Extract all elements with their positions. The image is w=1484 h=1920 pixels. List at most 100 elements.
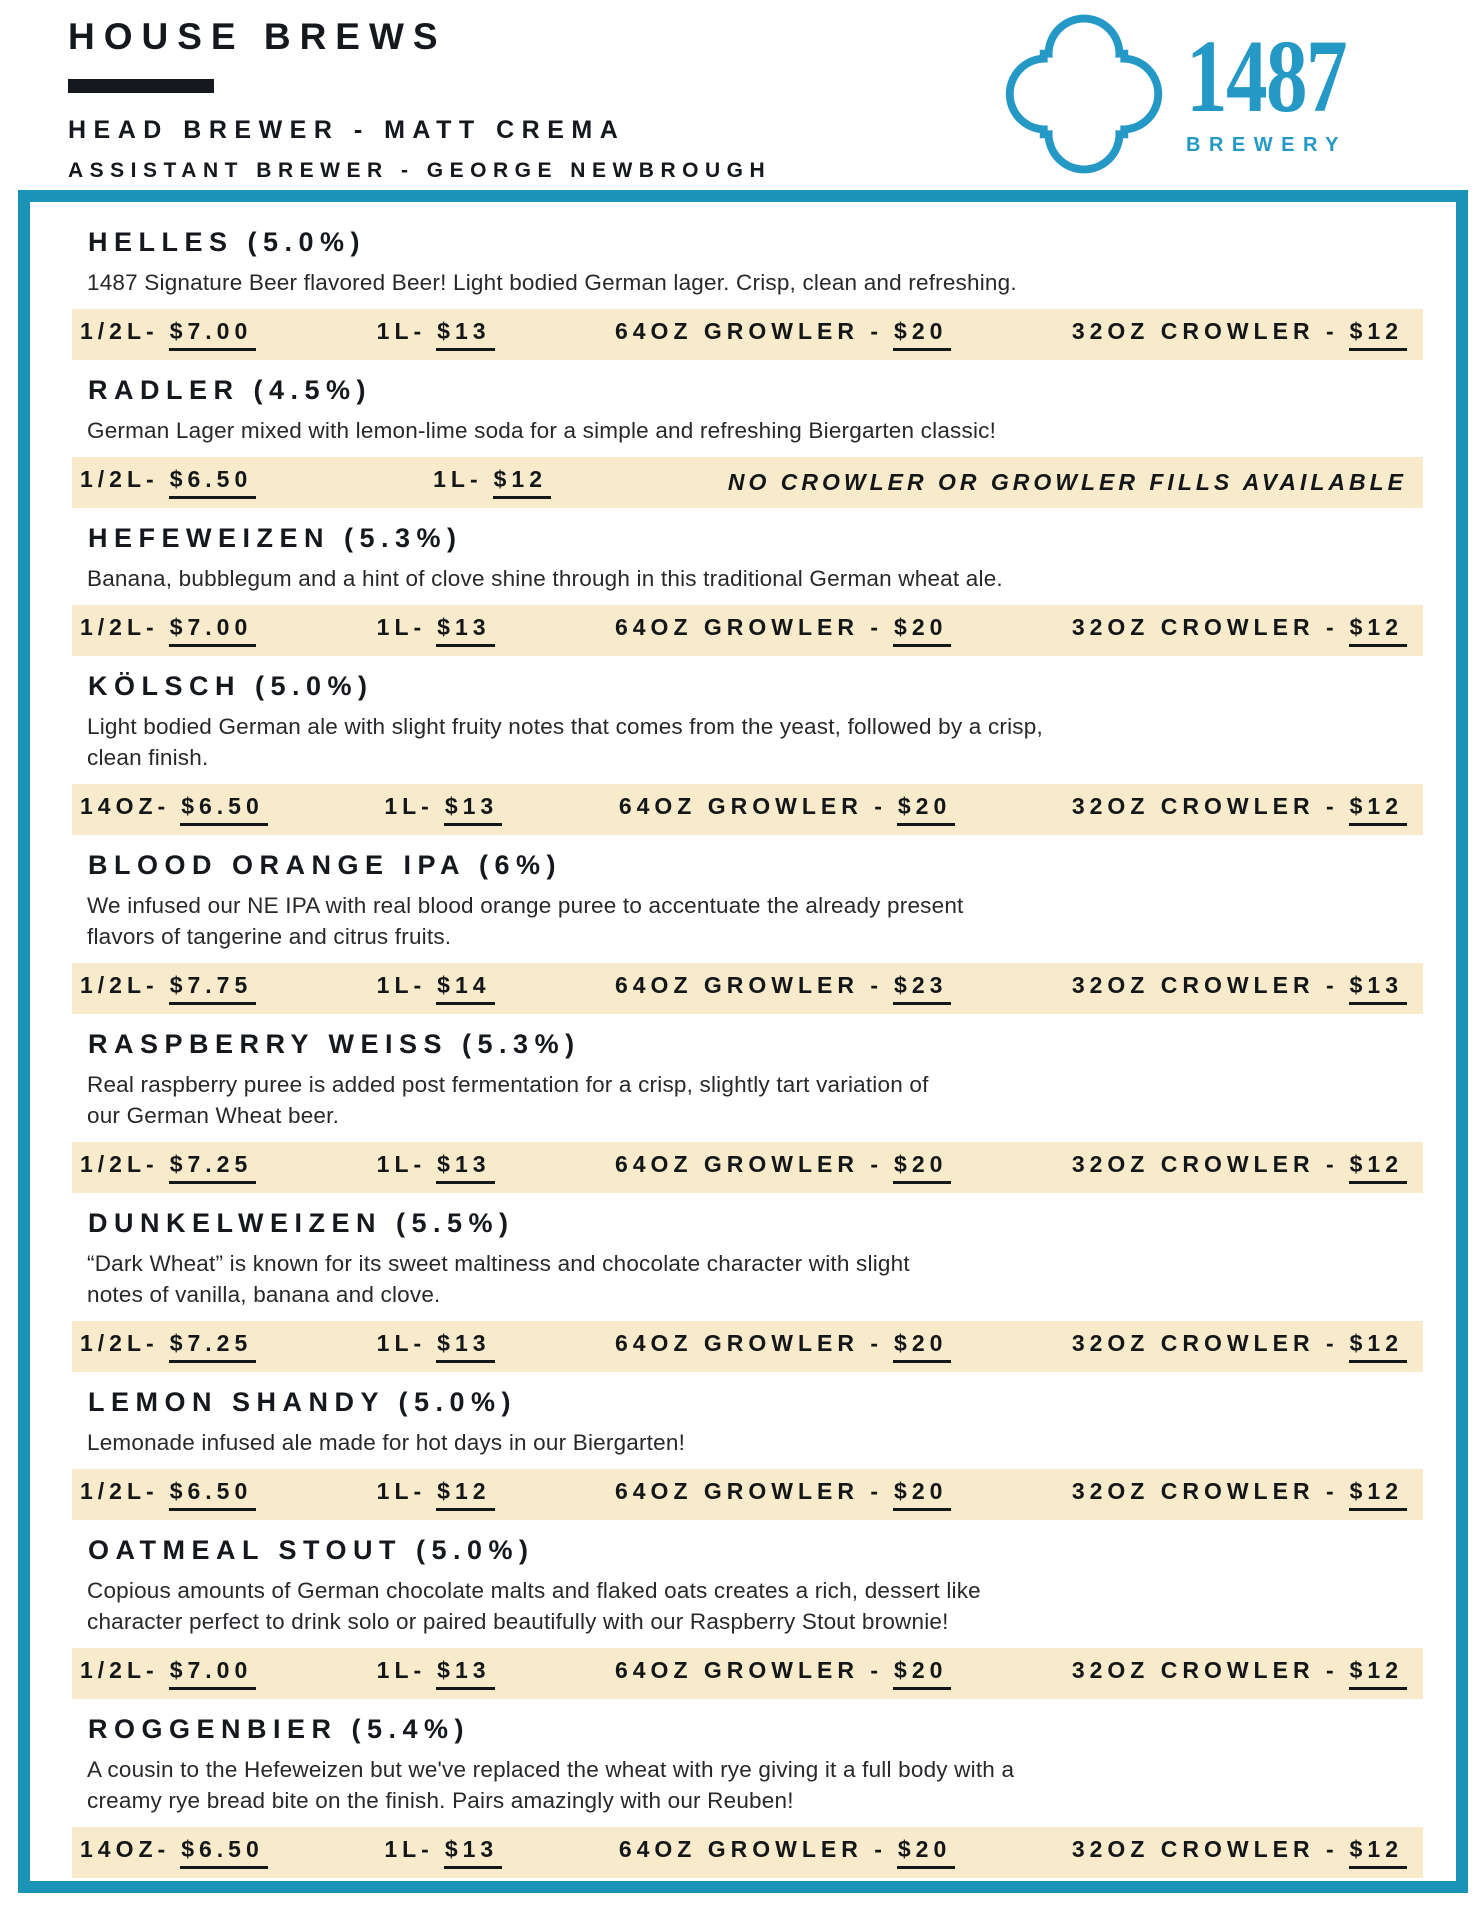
price-segment: 1L- $12 <box>433 466 552 499</box>
price-bar: 14OZ- $6.50 1L- $13 64OZ GROWLER - $20 32OZ… <box>72 784 1423 835</box>
price-segment: 64OZ GROWLER - $20 <box>615 1657 952 1690</box>
size-label: 1L- <box>384 793 434 819</box>
price-value: $12 <box>1348 318 1407 351</box>
beer-description: A cousin to the Hefeweizen but we've rep… <box>87 1754 1426 1816</box>
price-value: $6.50 <box>168 1478 257 1511</box>
price-segment: 1/2L- $7.25 <box>80 1151 257 1184</box>
beer-description: Lemonade infused ale made for hot days i… <box>87 1427 1426 1458</box>
beer-name: DUNKELWEIZEN (5.5%) <box>88 1208 515 1238</box>
price-segment: 64OZ GROWLER - $20 <box>614 1151 952 1184</box>
size-label: 64OZ GROWLER - <box>614 1151 884 1177</box>
beer-description: German Lager mixed with lemon-lime soda … <box>87 415 1426 446</box>
price-segment: 32OZ CROWLER - $12 <box>1072 1151 1407 1184</box>
size-label: 32OZ CROWLER - <box>1071 1657 1339 1683</box>
price-bar: 1/2L- $7.00 1L- $13 64OZ GROWLER - $20 32OZ… <box>72 309 1423 360</box>
size-label: 1L- <box>384 1836 434 1862</box>
beer-description-line: We infused our NE IPA with real blood or… <box>87 893 964 918</box>
size-label: 32OZ CROWLER - <box>1071 1330 1339 1356</box>
price-segment: 1/2L- $6.50 <box>80 466 257 499</box>
beer-name: ROGGENBIER (5.4%) <box>88 1714 471 1744</box>
size-label: 32OZ CROWLER - <box>1071 1151 1339 1177</box>
beer-description-line: Real raspberry puree is added post ferme… <box>87 1072 929 1097</box>
beer-entry: OATMEAL STOUT (5.0%) Copious amounts of … <box>72 1520 1426 1699</box>
price-segment: 64OZ GROWLER - $20 <box>615 614 952 647</box>
price-segment: 32OZ CROWLER - $12 <box>1072 793 1407 826</box>
beer-description-line: 1487 Signature Beer flavored Beer! Light… <box>87 270 1017 295</box>
size-label: 1/2L- <box>80 318 159 344</box>
price-segment: 64OZ GROWLER - $23 <box>614 972 952 1005</box>
price-bar: 1/2L- $6.50 1L- $12 NO CROWLER OR GROWLER … <box>72 457 1423 508</box>
price-segment: 32OZ CROWLER - $12 <box>1072 1657 1407 1690</box>
size-label: 14OZ- <box>80 1836 171 1862</box>
price-value: $12 <box>436 1478 495 1511</box>
beer-description-line: creamy rye bread bite on the finish. Pai… <box>87 1788 794 1813</box>
size-label: 1/2L- <box>80 1330 159 1356</box>
size-label: 1L- <box>376 1478 427 1504</box>
beer-description-line: flavors of tangerine and citrus fruits. <box>87 924 452 949</box>
price-segment: 1/2L- $6.50 <box>80 1478 257 1511</box>
price-value: $6.50 <box>180 1836 268 1869</box>
beer-description-line: clean finish. <box>87 745 209 770</box>
price-bar: 14OZ- $6.50 1L- $13 64OZ GROWLER - $20 32OZ… <box>72 1827 1423 1878</box>
logo-number: 1487 <box>1186 19 1348 134</box>
size-label: 64OZ GROWLER - <box>614 972 884 998</box>
price-segment: 1/2L- $7.00 <box>80 318 257 351</box>
price-value: $12 <box>1348 614 1407 647</box>
price-value: $12 <box>1348 1151 1407 1184</box>
price-value: $13 <box>1348 972 1407 1005</box>
size-label: 1/2L- <box>80 466 159 492</box>
price-value: $13 <box>443 793 503 826</box>
size-label: 1L- <box>376 1151 427 1177</box>
beer-entry: RADLER (4.5%) German Lager mixed with le… <box>72 360 1426 508</box>
price-segment: 1L- $13 <box>377 614 495 647</box>
beer-description-line: A cousin to the Hefeweizen but we've rep… <box>87 1757 1015 1782</box>
beer-description-line: “Dark Wheat” is known for its sweet malt… <box>87 1251 910 1276</box>
price-bar: 1/2L- $7.25 1L- $13 64OZ GROWLER - $20 32OZ… <box>72 1321 1423 1372</box>
price-segment: 1L- $14 <box>377 972 495 1005</box>
beer-entry: LEMON SHANDY (5.0%) Lemonade infused ale… <box>72 1372 1426 1520</box>
price-value: $20 <box>896 1836 956 1869</box>
size-label: 14OZ- <box>80 793 171 819</box>
price-segment: 1L- $13 <box>377 1330 495 1363</box>
price-segment: 1L- $13 <box>384 793 503 826</box>
price-value: $20 <box>893 1478 952 1511</box>
beer-description: Copious amounts of German chocolate malt… <box>87 1575 1426 1637</box>
price-segment: 32OZ CROWLER - $12 <box>1072 1330 1407 1363</box>
size-label: 1L- <box>376 1657 427 1683</box>
price-segment: 1/2L- $7.75 <box>80 972 257 1005</box>
price-value: $7.00 <box>168 318 257 351</box>
price-segment: 1/2L- $7.00 <box>80 614 257 647</box>
price-value: $6.50 <box>168 466 257 499</box>
beer-name: BLOOD ORANGE IPA (6%) <box>88 850 563 880</box>
price-segment: 1L- $13 <box>384 1836 503 1869</box>
beer-entry: RASPBERRY WEISS (5.3%) Real raspberry pu… <box>72 1014 1426 1193</box>
availability-note: NO CROWLER OR GROWLER FILLS AVAILABLE <box>727 469 1407 495</box>
price-value: $13 <box>436 1330 495 1363</box>
beer-entry: KÖLSCH (5.0%) Light bodied German ale wi… <box>72 656 1426 835</box>
price-value: $13 <box>436 1151 495 1184</box>
beer-name: HEFEWEIZEN (5.3%) <box>88 523 463 553</box>
beer-description-line: Banana, bubblegum and a hint of clove sh… <box>87 566 1003 591</box>
head-brewer-line: HEAD BREWER - MATT CREMA <box>68 116 626 144</box>
price-segment: 1L- $12 <box>377 1478 495 1511</box>
size-label: 32OZ CROWLER - <box>1071 614 1339 640</box>
logo-text: 1487 BREWERY <box>1186 19 1386 157</box>
beer-description: Banana, bubblegum and a hint of clove sh… <box>87 563 1426 594</box>
size-label: 1L- <box>376 972 427 998</box>
price-segment: 14OZ- $6.50 <box>80 793 268 826</box>
beer-description-line: our German Wheat beer. <box>87 1103 340 1128</box>
beer-description: We infused our NE IPA with real blood or… <box>87 890 1426 952</box>
price-segment: 64OZ GROWLER - $20 <box>618 1836 956 1869</box>
price-segment: 64OZ GROWLER - $20 <box>615 1330 952 1363</box>
price-bar: 1/2L- $7.00 1L- $13 64OZ GROWLER - $20 32OZ… <box>72 1648 1423 1699</box>
size-label: 64OZ GROWLER - <box>614 318 884 344</box>
page-header: HOUSE BREWS HEAD BREWER - MATT CREMA ASS… <box>68 16 968 183</box>
price-value: $20 <box>893 318 952 351</box>
beer-description-line: notes of vanilla, banana and clove. <box>87 1282 441 1307</box>
size-label: 64OZ GROWLER - <box>618 1836 887 1862</box>
price-bar: 1/2L- $7.00 1L- $13 64OZ GROWLER - $20 32OZ… <box>72 605 1423 656</box>
price-value: $12 <box>1348 1478 1407 1511</box>
logo-word: BREWERY <box>1186 134 1347 156</box>
price-value: $7.75 <box>168 972 257 1005</box>
